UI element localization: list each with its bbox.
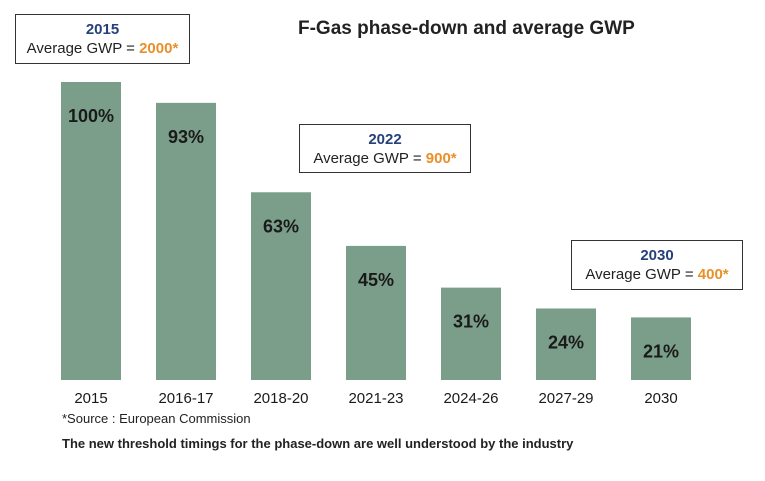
callout-year: 2030 [640, 247, 674, 264]
bar-2027-29 [536, 308, 596, 380]
callout-year: 2015 [85, 21, 120, 38]
callout-gwp: Average GWP = 900* [300, 149, 470, 168]
x-tick-label-2021-23: 2021-23 [348, 390, 403, 407]
callout-gwp-value: 900* [425, 150, 457, 167]
callout-2022: 2022 Average GWP = 900* [299, 124, 471, 173]
x-tick-label-2024-26: 2024-26 [443, 390, 498, 407]
data-label-2030: 21% [643, 341, 679, 361]
x-tick-label-2018-20: 2018-20 [253, 390, 308, 407]
callout-2030: 2030 Average GWP = 400* [571, 240, 743, 290]
x-tick-label-2030: 2030 [644, 390, 677, 407]
bar-2024-26 [441, 287, 501, 380]
callout-gwp-label: Average GWP = [585, 266, 698, 283]
source-note: *Source : European Commission [62, 411, 251, 426]
bar-2016-17 [156, 102, 216, 381]
x-tick-label-2027-29: 2027-29 [538, 390, 593, 407]
data-label-2021-23: 45% [358, 270, 394, 290]
data-label-2016-17: 93% [168, 127, 204, 147]
bar-2015 [61, 82, 121, 380]
bar-2021-23 [346, 245, 406, 380]
callout-gwp-value: 400* [697, 266, 729, 283]
x-tick-label-2015: 2015 [74, 390, 107, 407]
callout-2015: 2015 Average GWP = 2000* [15, 14, 190, 64]
data-label-2024-26: 31% [453, 312, 489, 332]
callout-gwp-label: Average GWP = [26, 40, 140, 57]
callout-gwp-label: Average GWP = [313, 150, 426, 167]
callout-gwp-value: 2000* [139, 40, 179, 57]
data-label-2015: 100% [68, 106, 114, 126]
data-label-2027-29: 24% [548, 332, 584, 352]
caption: The new threshold timings for the phase-… [62, 436, 574, 451]
callout-gwp: Average GWP = 2000* [16, 39, 189, 58]
bar-2018-20 [251, 192, 311, 380]
chart-title: F-Gas phase-down and average GWP [298, 18, 635, 39]
callout-year: 2022 [368, 131, 402, 148]
bar-2030 [631, 317, 691, 380]
x-tick-label-2016-17: 2016-17 [158, 390, 213, 407]
callout-gwp: Average GWP = 400* [572, 265, 742, 284]
data-label-2018-20: 63% [263, 216, 299, 236]
